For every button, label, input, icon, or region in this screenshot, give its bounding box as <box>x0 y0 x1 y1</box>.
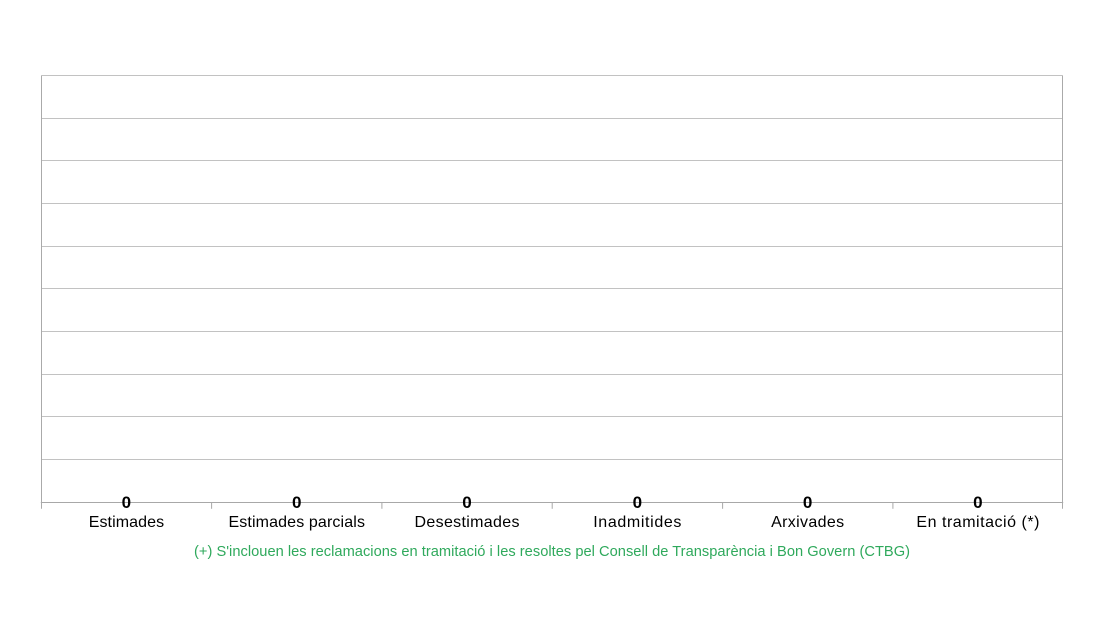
svg-text:Desestimades: Desestimades <box>415 514 520 531</box>
svg-text:Estimades: Estimades <box>89 514 164 531</box>
svg-text:Estimades parcials: Estimades parcials <box>228 514 365 531</box>
svg-text:Arxivades: Arxivades <box>771 514 844 531</box>
svg-text:0: 0 <box>122 493 131 512</box>
svg-text:0: 0 <box>462 493 471 512</box>
svg-text:0: 0 <box>633 493 642 512</box>
svg-text:0: 0 <box>292 493 301 512</box>
svg-text:0: 0 <box>803 493 812 512</box>
svg-text:0: 0 <box>973 493 982 512</box>
svg-text:(+) S'inclouen les reclamacion: (+) S'inclouen les reclamacions en trami… <box>194 544 910 560</box>
svg-text:En tramitació (*): En tramitació (*) <box>916 514 1039 531</box>
svg-text:Inadmitides: Inadmitides <box>593 514 681 531</box>
